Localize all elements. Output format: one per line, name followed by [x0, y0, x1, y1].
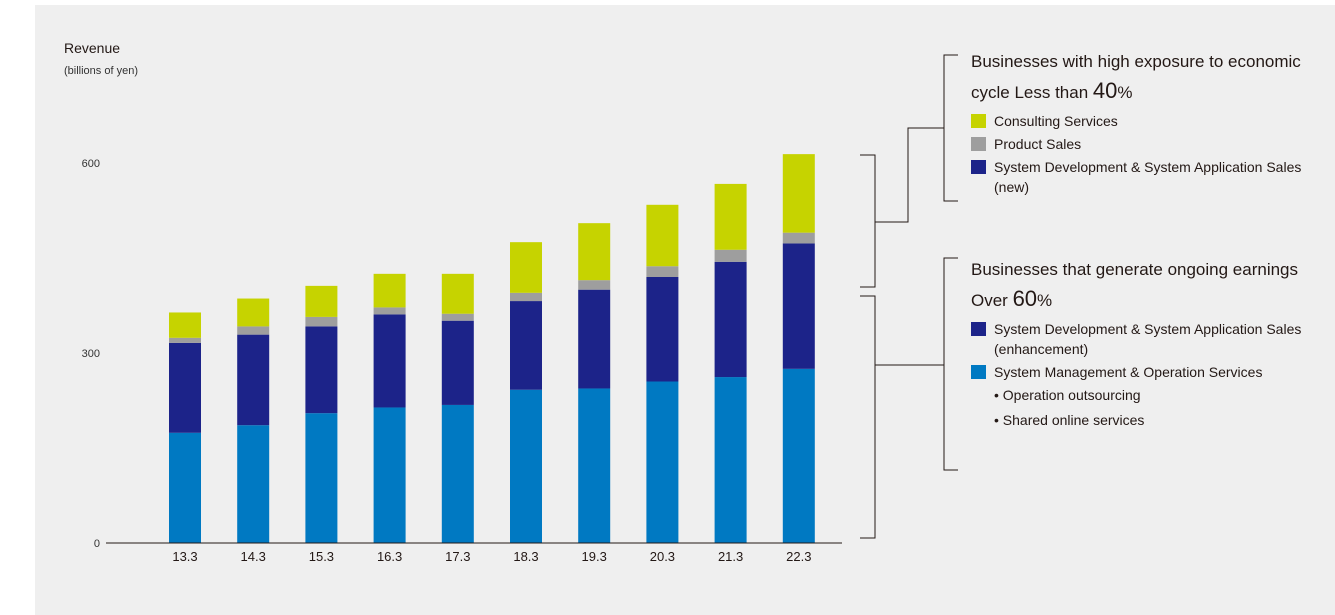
legend-bullet-shared-online: • Shared online services — [994, 412, 1145, 428]
bar-segment — [169, 337, 201, 343]
bracket-legend-ongoing — [943, 257, 958, 471]
bar-segment — [578, 388, 611, 543]
bar-segment — [373, 307, 406, 315]
legend-swatch — [971, 137, 986, 151]
bar-segment — [510, 292, 542, 302]
x-tick-label: 18.3 — [513, 549, 538, 564]
legend-item-system-dev-new: System Development & System Application … — [971, 157, 1311, 197]
x-tick-label: 19.3 — [582, 549, 607, 564]
bar-segment — [305, 285, 338, 317]
legend-swatch — [971, 160, 986, 174]
legend-swatch — [971, 322, 986, 336]
bar-segment — [578, 289, 611, 389]
bar-segment — [714, 261, 747, 378]
legend-heading-ongoing: Businesses that generate ongoing earning… — [971, 255, 1311, 315]
legend-item-system-dev-enhancement: System Development & System Application … — [971, 319, 1311, 359]
bar-segment — [578, 223, 611, 281]
bar-segment — [782, 232, 815, 244]
y-tick-label: 300 — [82, 348, 100, 360]
x-tick-label: 14.3 — [241, 549, 266, 564]
x-tick-label: 17.3 — [445, 549, 470, 564]
bar-segment — [441, 404, 474, 543]
bracket-chart-ongoing — [860, 295, 876, 539]
bar-segment — [782, 243, 815, 369]
bar-segment — [237, 334, 270, 426]
bar-segment — [782, 154, 815, 233]
legend-item-system-management: System Management & Operation Services — [971, 362, 1311, 382]
legend-heading-percent-sign: % — [1117, 83, 1133, 102]
x-tick-label: 21.3 — [718, 549, 743, 564]
bar-segment — [373, 407, 406, 543]
legend-label: Consulting Services — [994, 113, 1118, 129]
y-tick-label: 0 — [94, 538, 100, 550]
legend-ongoing-earnings: Businesses that generate ongoing earning… — [971, 255, 1311, 435]
bar-segment — [305, 326, 338, 414]
bar-segment — [714, 249, 747, 262]
legend-heading-percent: 60 — [1012, 286, 1038, 311]
bar-segment — [714, 183, 747, 250]
legend-swatch — [971, 365, 986, 379]
legend-item-product-sales: Product Sales — [971, 134, 1311, 154]
bar-segment — [510, 301, 542, 390]
legend-label: System Development & System Application … — [994, 321, 1302, 357]
bracket-chart-high — [860, 154, 876, 288]
x-tick-label: 15.3 — [309, 549, 334, 564]
legend-heading-text: Businesses with high exposure to economi… — [971, 52, 1301, 102]
legend-label: System Development & System Application … — [994, 159, 1302, 195]
bar-segment — [237, 298, 270, 327]
x-tick-label: 13.3 — [172, 549, 197, 564]
bar-segment — [441, 313, 474, 321]
legend-high-exposure: Businesses with high exposure to economi… — [971, 47, 1311, 200]
bar-segment — [373, 273, 406, 308]
connector-high — [875, 127, 944, 223]
legend-label: System Management & Operation Services — [994, 364, 1263, 380]
bar-segment — [510, 389, 542, 543]
bar-segment — [169, 342, 201, 433]
bar-segment — [169, 432, 201, 543]
legend-swatch — [971, 114, 986, 128]
y-tick-label: 600 — [82, 158, 100, 170]
legend-heading-percent: 40 — [1092, 78, 1118, 103]
legend-bullet-operation-outsourcing: • Operation outsourcing — [994, 387, 1141, 403]
bar-segment — [646, 204, 679, 267]
bar-segment — [441, 320, 474, 405]
legend-heading-high: Businesses with high exposure to economi… — [971, 47, 1311, 107]
bar-segment — [646, 277, 679, 382]
bar-segment — [169, 312, 201, 338]
bar-segment — [305, 316, 338, 327]
x-tick-label: 20.3 — [650, 549, 675, 564]
bar-segment — [578, 280, 611, 290]
legend-item-consulting: Consulting Services — [971, 111, 1311, 131]
legend-heading-percent-sign: % — [1037, 291, 1053, 310]
bar-segment — [305, 413, 338, 543]
y-axis-unit: (billions of yen) — [64, 65, 138, 77]
bracket-legend-high — [943, 54, 958, 202]
bar-segment — [510, 242, 542, 293]
bar-segment — [237, 326, 270, 335]
bar-segment — [441, 273, 474, 314]
legend-label: Product Sales — [994, 136, 1082, 152]
y-axis-title: Revenue — [64, 40, 121, 56]
bar-segment — [714, 377, 747, 543]
bar-segment — [237, 425, 270, 543]
bar-segment — [646, 266, 679, 277]
bar-segment — [646, 381, 679, 543]
bar-segment — [782, 368, 815, 543]
legend-heading-text: Businesses that generate ongoing earning… — [971, 260, 1299, 310]
x-tick-label: 22.3 — [786, 549, 811, 564]
bar-segment — [373, 314, 406, 408]
x-tick-label: 16.3 — [377, 549, 402, 564]
